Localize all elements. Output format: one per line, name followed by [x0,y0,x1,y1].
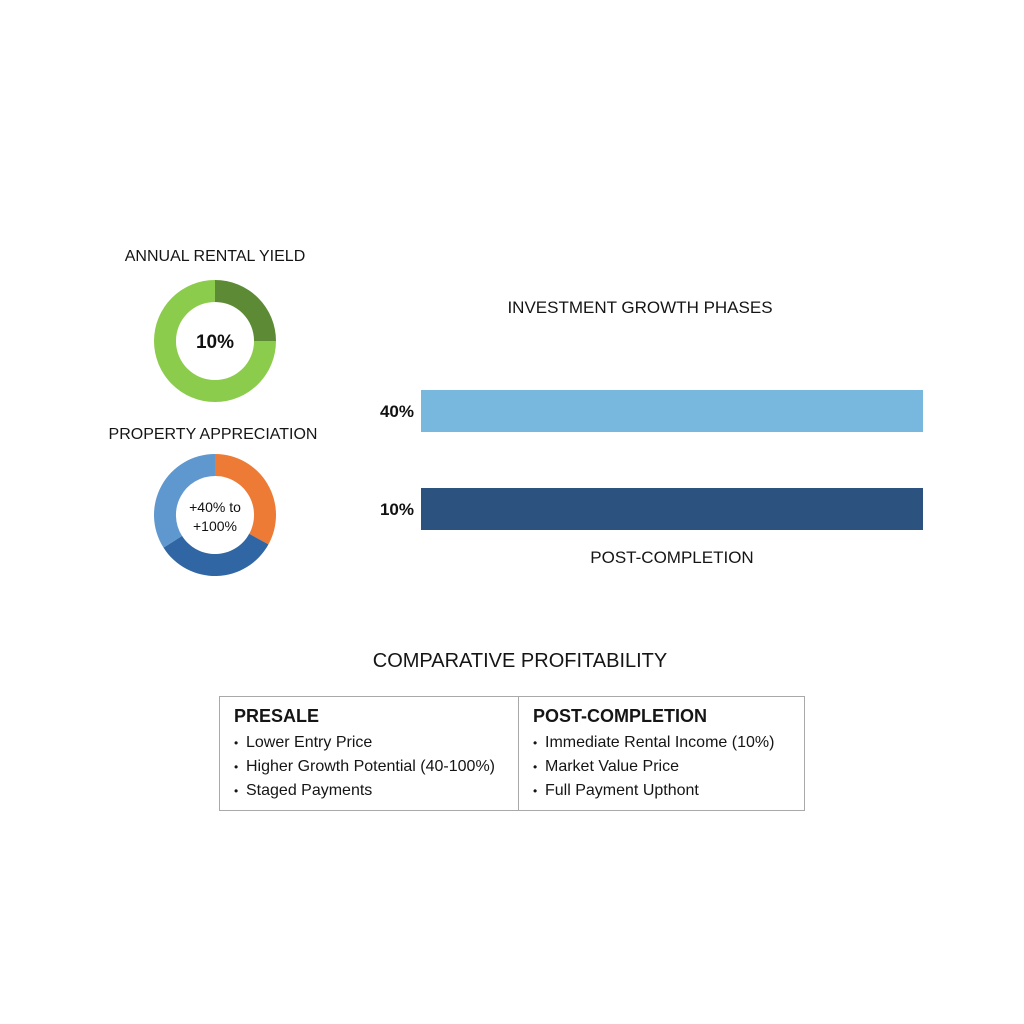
bar-label-1: 40% [380,402,414,421]
post-completion-heading: POST-COMPLETION [533,706,708,726]
investment-growth-x-label: POST-COMPLETION [590,548,754,567]
donut-center-label: 10% [196,332,234,353]
rental-yield-donut-chart: 10% [154,280,276,402]
donut-1-slice-2 [154,280,276,402]
investment-growth-chart-title: INVESTMENT GROWTH PHASES [507,298,773,317]
donut-center-label-line-1: +40% to [189,499,241,515]
donut-center-label-line-2: +100% [193,518,237,534]
bar-1 [421,390,923,432]
presale-list-item: Higher Growth Potential (40-100%) [234,755,518,779]
comparative-profitability-title: COMPARATIVE PROFITABILITY [372,650,668,672]
presale-list: Lower Entry Price Higher Growth Potentia… [234,731,518,803]
post-completion-column: POST-COMPLETION Immediate Rental Income … [518,697,804,810]
presale-column: PRESALE Lower Entry Price Higher Growth … [220,697,518,810]
investment-growth-bar-chart: 40% 10% [380,390,923,530]
post-completion-list-item: Market Value Price [533,755,804,779]
rental-yield-chart-title: ANNUAL RENTAL YIELD [124,248,306,265]
property-appreciation-donut-chart: +40% to +100% [154,454,276,576]
donut-2-slice-2 [163,533,269,576]
bar-label-2: 10% [380,500,414,519]
donut-2-slice-1 [215,454,276,545]
presale-list-item: Lower Entry Price [234,731,518,755]
donut-2-slice-3 [154,454,215,548]
bar-2 [421,488,923,530]
post-completion-list-item: Immediate Rental Income (10%) [533,731,804,755]
post-completion-list: Immediate Rental Income (10%) Market Val… [533,731,804,803]
donut-1-slice-1 [215,280,276,341]
post-completion-list-item: Full Payment Upthont [533,779,804,803]
presale-list-item: Staged Payments [234,779,518,803]
property-appreciation-chart-title: PROPERTY APPRECIATION [108,426,318,443]
presale-heading: PRESALE [234,706,320,726]
comparative-profitability-table: PRESALE Lower Entry Price Higher Growth … [219,696,805,811]
